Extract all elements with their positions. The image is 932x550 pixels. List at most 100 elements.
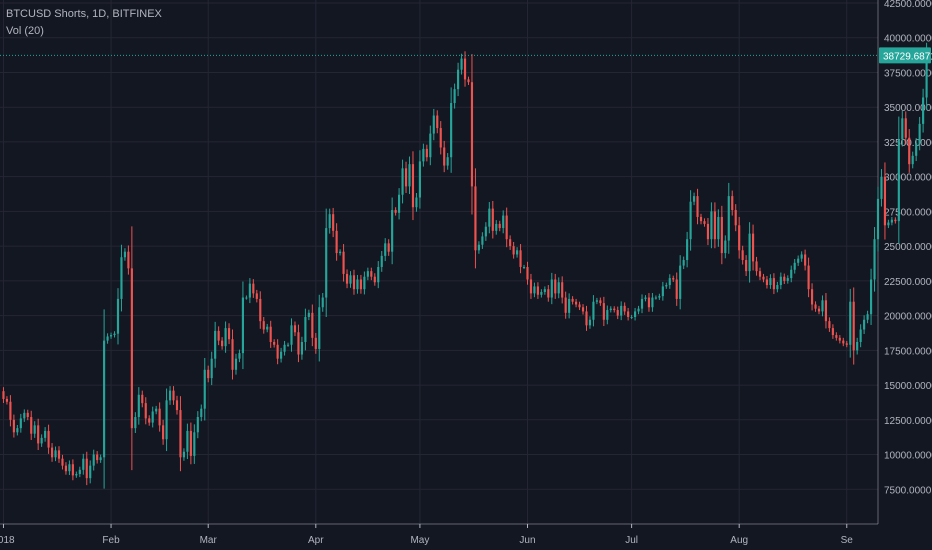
candle-body	[654, 297, 657, 299]
candle-body	[668, 278, 671, 286]
candle-body	[391, 210, 394, 252]
candle-body	[543, 289, 546, 292]
candle-body	[450, 103, 453, 158]
candle-body	[217, 330, 220, 341]
candle-body	[5, 398, 9, 402]
candle-body	[234, 358, 238, 370]
candle-body	[675, 279, 678, 299]
candle-body	[71, 464, 74, 476]
candle-body	[85, 458, 88, 479]
candle-body	[800, 254, 803, 259]
candle-body	[103, 340, 106, 458]
y-tick-label: 25000.0000	[884, 242, 932, 253]
candle-body	[842, 340, 845, 344]
candle-body	[245, 297, 248, 299]
candle-body	[640, 298, 644, 309]
candle-body	[831, 328, 834, 336]
candle-body	[623, 305, 626, 312]
candle-body	[561, 282, 564, 298]
candle-body	[384, 243, 387, 256]
candle-body	[82, 458, 85, 470]
symbol-title[interactable]: BTCUSD Shorts, 1D, BITFINEX	[6, 8, 162, 20]
candle-body	[50, 447, 54, 458]
candle-body	[314, 337, 317, 349]
candle-body	[127, 251, 130, 269]
candle-body	[724, 240, 727, 254]
candle-body	[755, 261, 758, 272]
candle-body	[123, 251, 127, 258]
candle-body	[359, 279, 362, 290]
candle-body	[533, 286, 536, 294]
candle-body	[401, 168, 404, 195]
candle-body	[741, 250, 744, 261]
candle-body	[318, 307, 321, 349]
volume-indicator-label[interactable]: Vol (20)	[6, 25, 44, 37]
candle-body	[26, 412, 29, 418]
candle-body	[286, 344, 290, 346]
candle-body	[307, 312, 310, 317]
candle-body	[252, 283, 255, 294]
candle-body	[325, 228, 328, 298]
candle-body	[637, 308, 640, 312]
y-tick-label: 30000.0000	[884, 173, 932, 184]
candle-body	[19, 418, 22, 429]
candle-body	[328, 214, 331, 229]
candle-body	[706, 223, 710, 240]
candle-body	[575, 301, 578, 305]
candle-body	[339, 251, 342, 254]
candle-body	[866, 314, 869, 320]
candle-body	[144, 403, 147, 419]
y-tick-label: 17500.0000	[884, 346, 932, 357]
candle-body	[231, 339, 234, 370]
candle-body	[78, 469, 81, 474]
y-tick-label: 10000.0000	[884, 451, 932, 462]
candle-body	[765, 279, 769, 286]
candle-body	[620, 305, 623, 316]
candle-body	[467, 79, 470, 83]
candle-body	[901, 118, 904, 140]
candle-body	[297, 332, 300, 355]
candle-body	[609, 308, 612, 311]
candle-body	[793, 262, 796, 270]
candle-body	[790, 269, 793, 279]
candle-body	[835, 335, 838, 338]
candle-body	[516, 250, 519, 255]
candle-body	[165, 400, 168, 440]
candle-body	[214, 330, 217, 359]
candle-body	[918, 123, 921, 144]
candle-body	[845, 343, 848, 345]
candle-body	[696, 196, 699, 217]
candle-body	[606, 310, 609, 320]
candle-body	[908, 137, 911, 165]
candle-body	[477, 244, 480, 251]
candle-body	[446, 157, 449, 166]
y-tick-label: 35000.0000	[884, 103, 932, 114]
x-tick-label: Mar	[200, 535, 218, 546]
candle-body	[248, 283, 251, 298]
y-tick-label: 32500.0000	[884, 138, 932, 149]
candle-body	[44, 430, 47, 438]
candle-body	[807, 265, 810, 290]
candle-body	[717, 216, 720, 240]
candle-body	[23, 412, 26, 419]
candle-body	[502, 215, 505, 229]
candle-body	[692, 196, 696, 202]
candle-body	[311, 312, 314, 338]
candle-body	[300, 341, 303, 355]
last-price-label: 38729.6871	[883, 51, 932, 62]
candle-body	[356, 279, 359, 290]
candle-body	[415, 197, 418, 208]
candle-body	[897, 139, 900, 222]
candle-body	[925, 55, 928, 98]
candle-body	[193, 432, 196, 456]
candle-body	[745, 260, 748, 272]
candle-body	[734, 210, 737, 226]
candle-body	[2, 391, 5, 399]
candle-body	[411, 164, 415, 208]
y-tick-label: 12500.0000	[884, 416, 932, 427]
candle-body	[116, 298, 120, 334]
candle-body	[262, 321, 265, 330]
x-tick-label: Apr	[308, 535, 324, 546]
candle-body	[876, 198, 880, 240]
